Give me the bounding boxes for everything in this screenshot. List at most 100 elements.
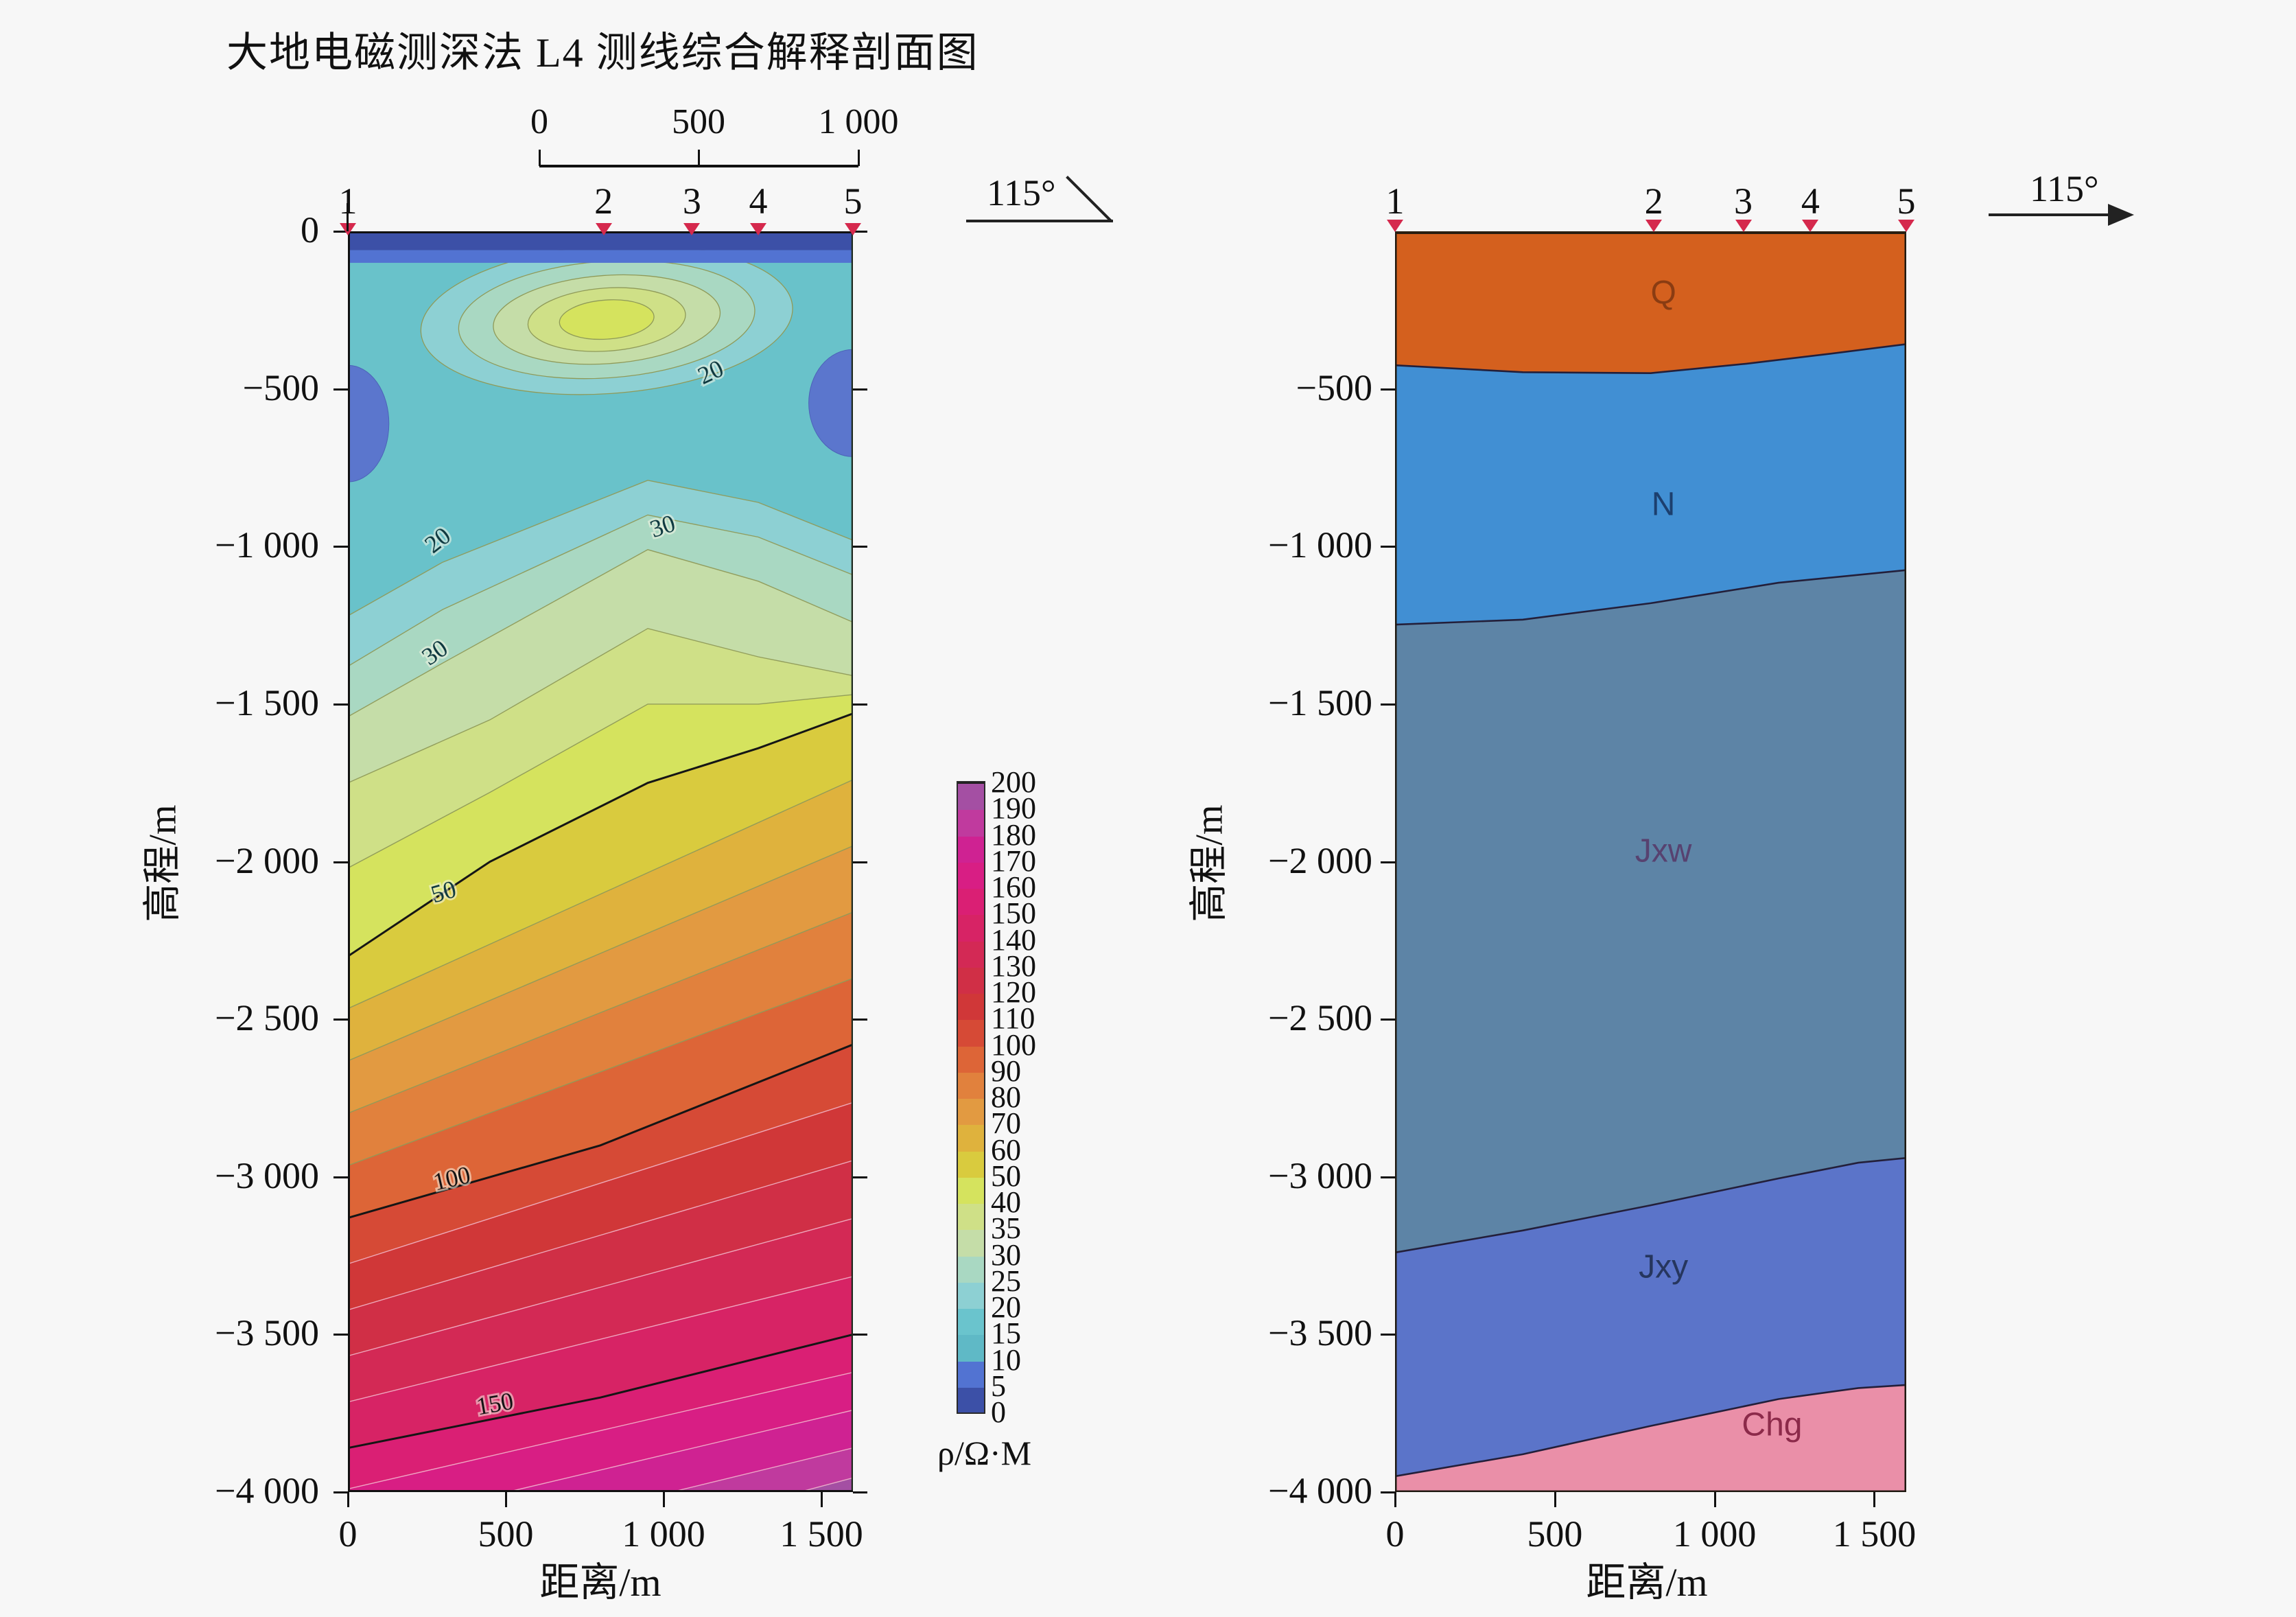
left-panel-xtick-label: 1 500	[780, 1513, 863, 1555]
legend-color-band	[958, 940, 984, 968]
left-panel-xtick	[663, 1492, 665, 1507]
right-panel-ytick	[1381, 388, 1395, 391]
right-panel-station-label: 4	[1801, 181, 1820, 222]
left-panel-xtick	[821, 1492, 823, 1507]
right-panel-xtick-label: 1 500	[1832, 1513, 1917, 1555]
scale-bar-tick	[858, 150, 860, 166]
geologic-cross-section: Q N Jxw Jxy Chg	[1395, 231, 1906, 1492]
left-panel-ytick-right	[853, 1176, 867, 1178]
layer-label-N: N	[1652, 486, 1676, 522]
left-panel-ytick-label: −3 000	[215, 1154, 319, 1196]
right-panel-ytick-label: −2 000	[1268, 839, 1372, 881]
left-panel-ytick-label: −500	[242, 367, 319, 408]
legend-color-band	[958, 1281, 984, 1309]
left-panel-ytick-right	[853, 388, 867, 391]
legend-tick-label: 150	[991, 896, 1036, 931]
right-panel-ytick-label: −2 500	[1268, 997, 1372, 1039]
left-panel-ytick-right	[853, 703, 867, 706]
right-panel-station-marker	[1387, 220, 1403, 232]
left-panel-ytick-label: −2 000	[215, 839, 319, 881]
right-panel-station-label: 1	[1385, 181, 1405, 222]
left-panel-ytick	[333, 1019, 348, 1021]
left-panel-station-label: 2	[594, 181, 613, 222]
legend-tick-label: 170	[991, 844, 1036, 878]
left-panel-station-label: 3	[682, 181, 701, 222]
left-panel-ytick	[333, 388, 348, 391]
left-panel-ytick-right	[853, 861, 867, 863]
left-panel-ytick	[333, 861, 348, 863]
right-panel-ytick-label: −1 000	[1268, 524, 1372, 566]
right-panel-station-marker	[1645, 220, 1663, 232]
left-panel-ytick-right	[853, 1019, 867, 1021]
legend-tick-label: 20	[991, 1290, 1021, 1324]
right-panel-xtick-label: 500	[1527, 1513, 1583, 1555]
right-panel-station-label: 5	[1897, 181, 1916, 222]
legend-color-band	[958, 1071, 984, 1099]
layer-label-Jxy: Jxy	[1639, 1249, 1688, 1286]
right-panel-xtick	[1554, 1492, 1556, 1507]
legend-tick-label: 140	[991, 922, 1036, 957]
left-panel-station-marker	[595, 223, 612, 235]
left-panel-ytick-label: −1 500	[215, 682, 319, 723]
left-panel-station-marker	[845, 223, 861, 235]
right-panel-ytick-label: −500	[1296, 367, 1372, 408]
left-panel-xtick	[347, 1492, 349, 1507]
left-panel-ytick-label: −4 000	[215, 1470, 319, 1511]
legend-tick-label: 200	[991, 765, 1036, 799]
legend-tick-label: 60	[991, 1132, 1021, 1167]
left-panel-xtick-label: 0	[338, 1513, 358, 1555]
scale-bar-tick	[539, 150, 541, 166]
left-panel-ytick	[333, 546, 348, 548]
left-panel-ytick-label: −1 000	[215, 524, 319, 566]
layer-label-Q: Q	[1650, 275, 1676, 312]
right-panel-xtick	[1873, 1492, 1876, 1507]
left-panel-ytick	[333, 703, 348, 706]
left-panel-axis-overshoot	[347, 203, 349, 231]
left-panel-ytick	[333, 1334, 348, 1336]
layer-label-Chg: Chg	[1742, 1406, 1802, 1443]
legend-tick-label: 10	[991, 1342, 1021, 1377]
azimuth-arrow-line-right	[1989, 213, 2112, 216]
left-panel-ytick	[333, 1491, 348, 1493]
resistivity-contour-panel: 20 20 30 30 50 100 150	[348, 231, 853, 1492]
right-panel-ytick	[1381, 546, 1395, 548]
right-panel-ytick	[1381, 1019, 1395, 1021]
right-panel-ytick	[1381, 1334, 1395, 1336]
left-panel-ytick	[333, 1176, 348, 1178]
left-xaxis-title: 距离/m	[539, 1560, 661, 1605]
legend-color-band	[958, 1386, 984, 1414]
scale-bar-tick-label: 0	[530, 102, 548, 141]
legend-tick-label: 130	[991, 949, 1036, 983]
legend-tick-label: 50	[991, 1159, 1021, 1193]
scale-bar-tick-label: 500	[672, 102, 725, 141]
right-panel-xtick	[1713, 1492, 1716, 1507]
right-panel-ytick-label: −4 000	[1268, 1470, 1372, 1511]
scale-bar-tick	[698, 150, 700, 166]
legend-title: ρ/Ω·M	[937, 1434, 1032, 1472]
left-panel-ytick-right	[853, 1491, 867, 1493]
left-panel-station-label: 5	[843, 181, 863, 222]
legend-tick-label: 0	[991, 1395, 1006, 1429]
left-panel-ytick-label: −3 500	[215, 1312, 319, 1354]
right-panel-ytick-label: −1 500	[1268, 682, 1372, 723]
legend-tick-label: 80	[991, 1080, 1021, 1114]
legend-tick-label: 100	[991, 1027, 1036, 1062]
right-panel-station-label: 3	[1734, 181, 1753, 222]
scale-bar-tick-label: 1 000	[818, 102, 899, 141]
left-panel-ytick-label: −2 500	[215, 997, 319, 1039]
left-panel-ytick-label: 0	[301, 209, 319, 251]
geologic-section-panel: Q N Jxw Jxy Chg	[1395, 231, 1906, 1492]
scale-bar-line	[539, 165, 858, 167]
right-panel-ytick-label: −3 500	[1268, 1312, 1372, 1354]
legend-tick-label: 5	[991, 1369, 1006, 1403]
legend-color-band	[958, 1360, 984, 1388]
right-panel-ytick	[1381, 861, 1395, 863]
legend-tick-label: 30	[991, 1237, 1021, 1272]
right-panel-xtick-label: 1 000	[1672, 1513, 1757, 1555]
legend-color-band	[958, 782, 984, 811]
right-panel-ytick-label: −3 000	[1268, 1154, 1372, 1196]
legend-tick-label: 70	[991, 1106, 1021, 1141]
left-panel-xtick-label: 500	[478, 1513, 534, 1555]
